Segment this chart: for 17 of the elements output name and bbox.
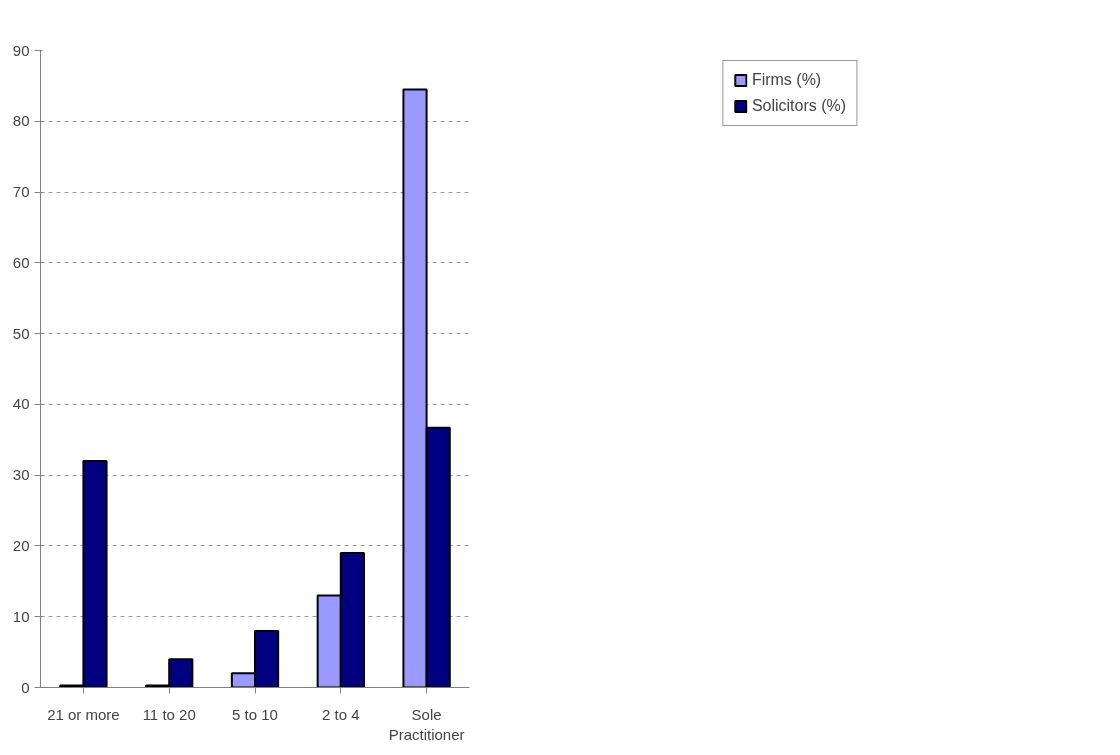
x-tick-label: 2 to 4 (322, 705, 360, 723)
x-tick-label: 11 to 20 (142, 705, 196, 723)
y-tick-label: 20 (12, 536, 30, 554)
x-tick-label: Sole Practitioner (388, 705, 465, 743)
y-tick-label: 90 (12, 41, 30, 59)
y-tick-label: 40 (12, 395, 30, 413)
y-tick-label: 50 (12, 324, 30, 342)
x-tick-label: 21 or more (47, 705, 120, 723)
y-tick-label: 0 (21, 678, 30, 696)
y-tick-label: 80 (12, 112, 30, 130)
y-tick-label: 60 (12, 253, 30, 271)
y-tick-label: 70 (12, 183, 30, 201)
y-tick-label: 30 (12, 466, 30, 484)
y-tick-label: 10 (12, 607, 30, 625)
x-tick-label: 5 to 10 (232, 705, 278, 723)
legend-label: Solicitors (%) (751, 97, 847, 115)
legend-label: Firms (%) (751, 71, 822, 89)
